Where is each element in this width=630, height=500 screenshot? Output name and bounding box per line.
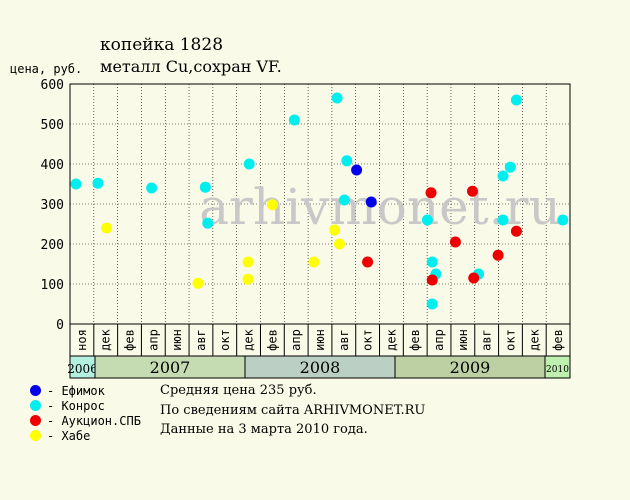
- data-point: [92, 177, 104, 189]
- info-block: Средняя цена 235 руб. По сведениям сайта…: [160, 381, 425, 440]
- data-point: [467, 185, 478, 197]
- legend-marker: [30, 400, 41, 411]
- month-tick-label: дек: [527, 328, 541, 350]
- data-point: [146, 182, 158, 194]
- data-point: [192, 277, 204, 289]
- data-point: [492, 249, 504, 261]
- data-point: [202, 217, 214, 229]
- y-tick-label: 600: [41, 78, 64, 93]
- legend: - Ефимок - Конрос - Аукцион.СПБ - Хабе: [30, 383, 141, 443]
- month-tick-label: авг: [194, 329, 208, 351]
- data-point: [365, 196, 377, 208]
- data-point: [338, 194, 350, 206]
- month-tick-label: фев: [123, 329, 137, 351]
- data-point: [288, 114, 300, 126]
- data-point: [497, 214, 509, 226]
- legend-entry: - Аукцион.СПБ: [30, 413, 141, 428]
- month-tick-label: июн: [456, 329, 470, 351]
- y-tick-label: 300: [41, 198, 64, 213]
- data-point: [341, 155, 353, 167]
- grid: [70, 84, 570, 324]
- month-tick-label: апр: [146, 329, 160, 351]
- data-point: [426, 274, 438, 286]
- data-point: [70, 178, 82, 190]
- data-point: [510, 94, 522, 106]
- month-tick-label: дек: [242, 328, 256, 350]
- chart-subtitle: металл Cu,сохран VF.: [100, 57, 282, 76]
- y-tick-label: 500: [41, 118, 64, 133]
- month-tick-label: окт: [503, 329, 517, 351]
- year-label: 2006: [67, 362, 98, 376]
- y-axis-label: цена, руб.: [10, 62, 82, 76]
- data-point: [243, 158, 255, 170]
- year-label: 2010: [546, 365, 569, 375]
- month-tick-label: авг: [480, 329, 494, 351]
- data-point: [510, 225, 522, 237]
- data-point: [504, 161, 516, 173]
- chart-title: копейка 1828: [100, 35, 223, 55]
- year-label: 2009: [450, 358, 491, 377]
- data-point: [557, 214, 569, 226]
- watermark: arhivmonet.ru: [199, 178, 561, 236]
- data-point: [266, 199, 278, 211]
- legend-marker: [30, 415, 41, 426]
- year-label: 2008: [300, 358, 341, 377]
- y-tick-label: 100: [41, 278, 64, 293]
- data-point: [351, 164, 363, 176]
- legend-entry: - Хабе: [30, 428, 141, 443]
- data-point: [426, 298, 438, 310]
- data-point: [334, 238, 346, 250]
- x-axis-years: 2006 2007 2008 2009 2010: [67, 355, 571, 379]
- month-tick-label: апр: [289, 329, 303, 351]
- month-tick-label: окт: [361, 329, 375, 351]
- data-point: [199, 181, 211, 193]
- data-points: [70, 92, 569, 310]
- legend-label: - Конрос: [47, 398, 105, 413]
- data-point: [421, 214, 433, 226]
- data-point: [449, 236, 461, 248]
- legend-entry: - Конрос: [30, 398, 141, 413]
- month-tick-label: фев: [265, 329, 279, 351]
- data-point: [362, 256, 374, 268]
- source-note: По сведениям сайта ARHIVMONET.RU: [160, 402, 426, 418]
- data-point: [329, 224, 341, 236]
- data-point: [426, 256, 438, 268]
- date-note: Данные на 3 марта 2010 года.: [160, 422, 368, 437]
- year-band: [544, 355, 571, 379]
- month-tick-label: апр: [432, 329, 446, 351]
- year-label: 2007: [150, 358, 191, 377]
- month-tick-label: фев: [551, 329, 565, 351]
- data-point: [425, 187, 437, 199]
- data-point: [331, 92, 343, 104]
- data-point: [308, 256, 320, 268]
- month-tick-label: авг: [337, 329, 351, 351]
- average-price: Средняя цена 235 руб.: [160, 383, 317, 398]
- data-point: [242, 273, 254, 285]
- legend-entry: - Ефимок: [30, 383, 141, 398]
- month-tick-label: ноя: [75, 329, 89, 351]
- data-point: [497, 170, 509, 182]
- legend-marker: [30, 430, 41, 441]
- month-row: [69, 323, 571, 357]
- data-point: [468, 272, 480, 284]
- data-point: [101, 222, 112, 234]
- legend-marker: [30, 385, 41, 396]
- month-tick-label: окт: [218, 329, 232, 351]
- month-tick-label: июн: [170, 329, 184, 351]
- x-axis-months: ноя дек фев апр июн авг окт дек фев апр июн авг окт д…: [75, 324, 565, 356]
- data-point: [242, 256, 254, 268]
- month-tick-label: фев: [408, 329, 422, 351]
- month-tick-label: дек: [99, 328, 113, 350]
- y-tick-label: 400: [41, 158, 64, 173]
- legend-label: - Ефимок: [47, 383, 105, 398]
- month-tick-label: июн: [313, 329, 327, 351]
- legend-label: - Хабе: [47, 428, 91, 443]
- month-tick-label: дек: [384, 328, 398, 350]
- legend-label: - Аукцион.СПБ: [47, 413, 141, 428]
- y-tick-label: 0: [56, 318, 64, 333]
- y-tick-label: 200: [41, 238, 64, 253]
- y-axis: 0 100 200 300 400 500 600: [41, 78, 64, 333]
